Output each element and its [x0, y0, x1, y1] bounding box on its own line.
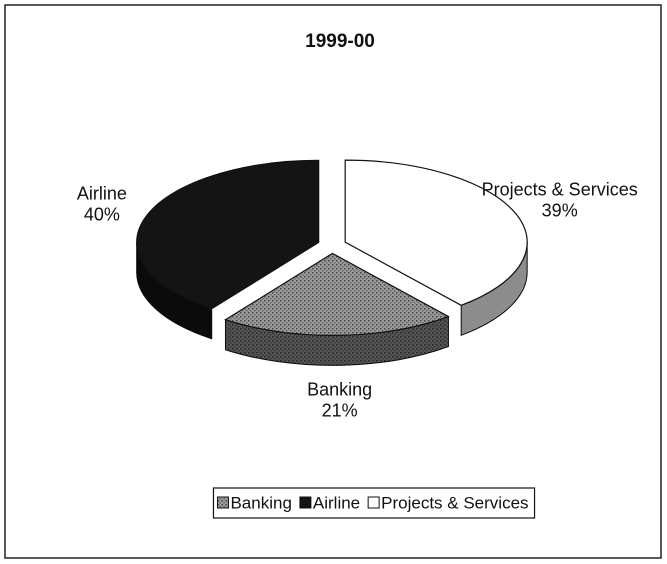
chart-title: 1999-00 — [305, 31, 375, 52]
slice-side-shade — [136, 242, 212, 339]
legend: Banking Airline Projects & Services — [212, 487, 536, 519]
slice-label: Banking — [307, 380, 372, 400]
legend-swatch — [216, 496, 229, 509]
legend-label: Airline — [313, 493, 360, 512]
slice-side-shade — [225, 316, 449, 366]
slice-label: Airline — [77, 184, 127, 204]
legend-label: Projects & Services — [381, 493, 528, 512]
slice — [344, 159, 528, 306]
slice-side-shade — [461, 242, 528, 336]
slice-value-label: 40% — [84, 205, 120, 225]
legend-swatch — [367, 496, 380, 509]
slice — [224, 252, 450, 336]
slice — [136, 159, 320, 310]
slice-value-label: 39% — [542, 201, 578, 221]
slice-label: Projects & Services — [482, 180, 638, 200]
legend-label: Banking — [230, 493, 291, 512]
legend-swatch — [299, 496, 312, 509]
slice-value-label: 21% — [322, 401, 358, 421]
